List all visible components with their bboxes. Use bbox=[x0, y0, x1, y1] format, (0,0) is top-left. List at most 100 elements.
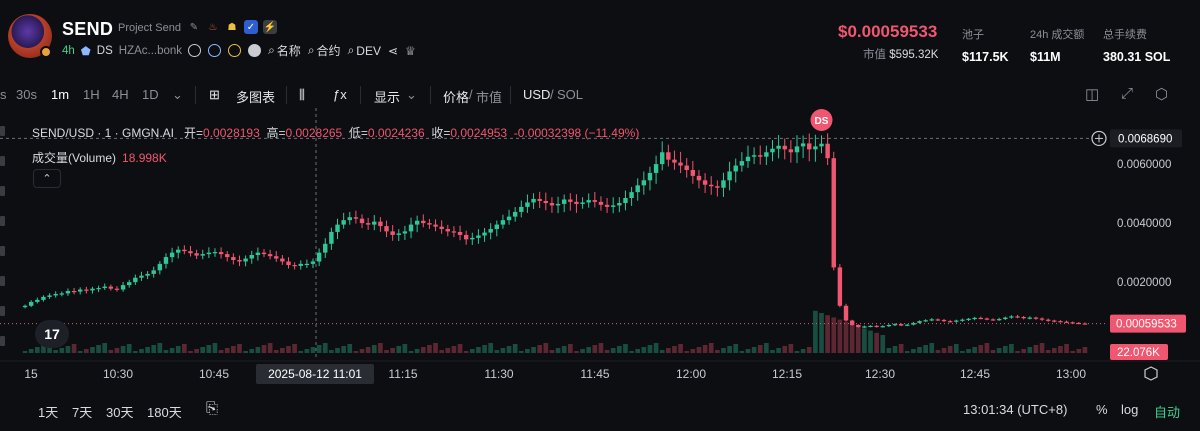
candle-body bbox=[1039, 318, 1045, 320]
range-30d[interactable]: 30天 bbox=[106, 405, 134, 420]
volume-bar bbox=[420, 347, 426, 353]
interval-1m[interactable]: 1m bbox=[51, 87, 70, 102]
side-tool-icon bbox=[0, 246, 5, 256]
volume-bar bbox=[255, 347, 261, 353]
log-toggle[interactable]: log bbox=[1121, 402, 1139, 417]
volume-bar bbox=[586, 347, 592, 353]
percent-toggle[interactable]: % bbox=[1096, 402, 1108, 417]
token-header: SEND Project Send ✎ ♨ ☗ ✓ ⚡ 4h ⬟ DS HZAc… bbox=[0, 0, 1200, 76]
candle-body bbox=[286, 261, 291, 266]
range-180d[interactable]: 180天 bbox=[147, 405, 182, 420]
candle-body bbox=[169, 252, 175, 258]
search-contract-link[interactable]: ⌕ 合约 bbox=[307, 43, 341, 58]
candle-body bbox=[1064, 321, 1069, 323]
interval-1h[interactable]: 1H bbox=[83, 87, 100, 102]
x-tick-label: 12:45 bbox=[960, 367, 990, 381]
volume-bar bbox=[647, 345, 653, 353]
volume-bar bbox=[635, 349, 641, 353]
candle-body bbox=[451, 231, 457, 233]
search-dev-link[interactable]: ⌕ DEV bbox=[347, 43, 381, 58]
candle-body bbox=[402, 231, 408, 234]
volume-bar bbox=[47, 343, 52, 353]
candle-body bbox=[329, 231, 334, 244]
display-menu[interactable]: 显示 bbox=[374, 90, 401, 105]
candle-body bbox=[874, 325, 879, 328]
candle-body bbox=[770, 148, 775, 153]
volume-bar bbox=[929, 343, 935, 353]
collapse-legend-button[interactable]: ⌃ bbox=[33, 169, 61, 188]
volume-bar bbox=[408, 351, 414, 353]
volume-bar bbox=[794, 351, 800, 353]
volume-bar bbox=[543, 343, 549, 353]
candle-body bbox=[960, 319, 965, 321]
candle-body bbox=[690, 169, 696, 176]
volume-bar bbox=[672, 346, 677, 353]
contract-address[interactable]: HZAc...bonk bbox=[118, 44, 183, 57]
volume-bar bbox=[592, 345, 598, 353]
volume-bar bbox=[378, 343, 383, 353]
add-chart-icon[interactable]: ⊞ bbox=[209, 87, 220, 102]
alert-icon[interactable] bbox=[228, 44, 242, 57]
fullscreen-icon[interactable]: ⤢ bbox=[1121, 85, 1134, 102]
candle-body bbox=[574, 201, 579, 204]
crosshair-time-box bbox=[256, 364, 374, 384]
volume-bar bbox=[249, 349, 255, 353]
camera-icon[interactable]: ◫ bbox=[1085, 86, 1100, 103]
volume-bar bbox=[482, 345, 487, 353]
interval-cut[interactable]: s bbox=[0, 87, 7, 102]
candle-body bbox=[53, 293, 58, 296]
candle-body bbox=[751, 155, 757, 157]
volume-legend: 成交量(Volume) 18.998K bbox=[32, 151, 167, 165]
date-range-icon[interactable]: ⎘ bbox=[206, 400, 219, 417]
candle-body bbox=[868, 325, 873, 328]
list-icon[interactable] bbox=[248, 44, 262, 57]
edit-icon[interactable]: ✎ bbox=[189, 21, 199, 33]
toolbar-divider bbox=[286, 86, 287, 104]
settings-icon[interactable]: ⬡ bbox=[1155, 86, 1169, 103]
candle-body bbox=[384, 226, 389, 232]
price-toggle[interactable]: 价格 bbox=[443, 90, 470, 105]
crosshair-price-label: 0.0068690 bbox=[1118, 133, 1172, 145]
indicators-icon[interactable]: ƒx bbox=[333, 87, 347, 102]
verify-icon: ✓ bbox=[244, 20, 258, 34]
volume-bar bbox=[690, 349, 696, 353]
close-value: 0.0024953 bbox=[450, 126, 508, 140]
candle-body bbox=[856, 324, 861, 328]
candle-body bbox=[800, 143, 806, 147]
interval-30s[interactable]: 30s bbox=[16, 87, 37, 102]
currency-sol[interactable]: SOL bbox=[557, 87, 584, 102]
range-1d[interactable]: 1天 bbox=[38, 405, 59, 420]
auto-toggle[interactable]: 自动 bbox=[1154, 405, 1181, 420]
candle-body bbox=[323, 243, 328, 253]
side-tool-icon bbox=[0, 276, 5, 286]
candle-body bbox=[188, 251, 193, 254]
volume-bar bbox=[868, 330, 873, 353]
interval-1d[interactable]: 1D bbox=[142, 87, 159, 102]
volume-bar bbox=[512, 344, 518, 353]
search-icon: ⌕ bbox=[307, 43, 315, 57]
candle-body bbox=[316, 252, 322, 262]
candle-body bbox=[206, 252, 212, 255]
globe-icon[interactable] bbox=[188, 44, 202, 57]
crown-icon[interactable]: ♕ bbox=[405, 43, 416, 58]
chevron-down-icon[interactable]: ⌄ bbox=[172, 87, 183, 102]
candle-style-icon[interactable]: ⫼ bbox=[299, 87, 305, 102]
candle-body bbox=[1070, 322, 1075, 324]
volume-bar bbox=[451, 346, 457, 353]
x-tick-label: 10:45 bbox=[199, 367, 229, 381]
chevron-down-icon[interactable]: ⌄ bbox=[406, 87, 417, 102]
candle-body bbox=[310, 261, 316, 264]
range-7d[interactable]: 7天 bbox=[72, 405, 93, 420]
price-chart[interactable]: DS 0.0060000 0.0040000 0.0020000 0.0068690 0… bbox=[0, 108, 1200, 388]
currency-usd[interactable]: USD bbox=[523, 87, 551, 102]
share-icon[interactable]: ⋖ bbox=[387, 43, 399, 58]
person-icon[interactable] bbox=[208, 44, 222, 57]
interval-4h[interactable]: 4H bbox=[112, 87, 129, 102]
search-name-link[interactable]: ⌕ 名称 bbox=[268, 43, 301, 58]
candle-body bbox=[923, 320, 928, 322]
mcap-toggle[interactable]: 市值 bbox=[476, 90, 503, 105]
candle-body bbox=[531, 198, 536, 203]
tradingview-logo[interactable]: 17 bbox=[35, 320, 69, 348]
multi-chart-button[interactable]: 多图表 bbox=[236, 90, 276, 105]
chart-toolbar: s 30s 1m 1H 4H 1D ⌄ ⊞ 多图表 ⫼ ƒx 显示 ⌄ 价格 /… bbox=[0, 80, 1200, 108]
